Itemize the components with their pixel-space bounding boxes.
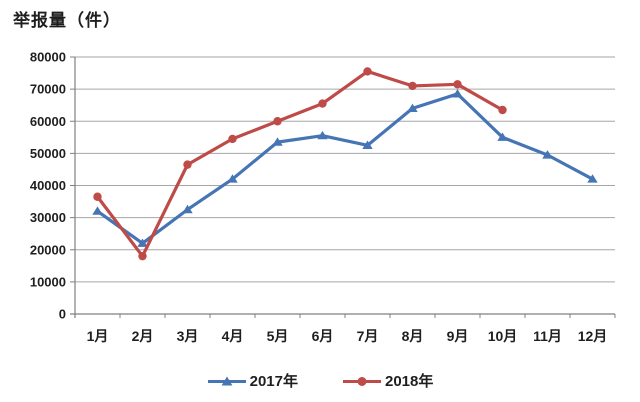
circle-marker-icon	[357, 376, 367, 386]
x-axis-label: 4月	[222, 328, 244, 344]
data-point-marker	[542, 150, 553, 159]
x-axis-label: 2月	[132, 328, 154, 344]
y-axis-label: 40000	[30, 178, 66, 193]
y-axis-label: 50000	[30, 146, 66, 161]
data-point-marker	[182, 204, 193, 214]
data-point-marker	[183, 160, 192, 169]
x-axis-label: 6月	[312, 328, 334, 344]
legend-label-2018: 2018年	[385, 373, 434, 390]
x-axis-label: 1月	[87, 328, 109, 344]
x-axis-label: 3月	[177, 328, 199, 344]
x-axis-label: 11月	[533, 328, 562, 344]
x-axis-label: 10月	[488, 328, 518, 344]
triangle-marker-icon	[221, 376, 233, 385]
data-point-marker	[138, 251, 147, 261]
data-point-marker	[227, 174, 238, 183]
data-point-marker	[137, 238, 148, 247]
y-axis-label: 20000	[30, 242, 66, 257]
y-axis-label: 30000	[30, 210, 66, 225]
y-axis-label: 80000	[30, 50, 66, 65]
legend-label-2017: 2017年	[249, 373, 298, 390]
legend: 2017年 2018年	[0, 370, 640, 391]
y-axis-label: 0	[59, 307, 66, 322]
x-axis-label: 5月	[267, 328, 289, 344]
legend-item-2017: 2017年	[207, 370, 298, 391]
data-point-marker	[587, 174, 598, 183]
series-line-2018	[95, 69, 505, 258]
data-point-marker	[452, 89, 463, 98]
data-point-marker	[408, 81, 417, 91]
data-point-marker	[318, 99, 327, 108]
data-point-marker	[453, 80, 462, 89]
x-axis-label: 9月	[447, 328, 469, 344]
legend-item-2018: 2018年	[342, 370, 433, 391]
data-point-marker	[228, 134, 237, 144]
data-point-marker	[362, 140, 373, 149]
data-point-marker	[363, 67, 372, 76]
x-axis-label: 12月	[578, 328, 608, 344]
data-point-marker	[497, 132, 508, 141]
series-line-2017	[95, 92, 595, 245]
x-axis-label: 8月	[402, 328, 424, 344]
data-point-marker	[273, 117, 282, 126]
data-point-marker	[92, 206, 103, 215]
data-point-marker	[93, 192, 102, 201]
x-axis-label: 7月	[357, 328, 379, 344]
data-point-marker	[317, 130, 328, 140]
data-point-marker	[498, 105, 507, 115]
data-point-marker	[407, 103, 418, 112]
y-axis-label: 70000	[30, 82, 66, 97]
chart-title: 举报量（件）	[13, 11, 121, 30]
line-triangle-marker-icon	[207, 376, 246, 385]
y-axis-label: 60000	[30, 114, 66, 129]
line-circle-marker-icon	[343, 376, 381, 386]
data-point-marker	[272, 137, 283, 146]
y-axis-label: 10000	[30, 274, 66, 289]
